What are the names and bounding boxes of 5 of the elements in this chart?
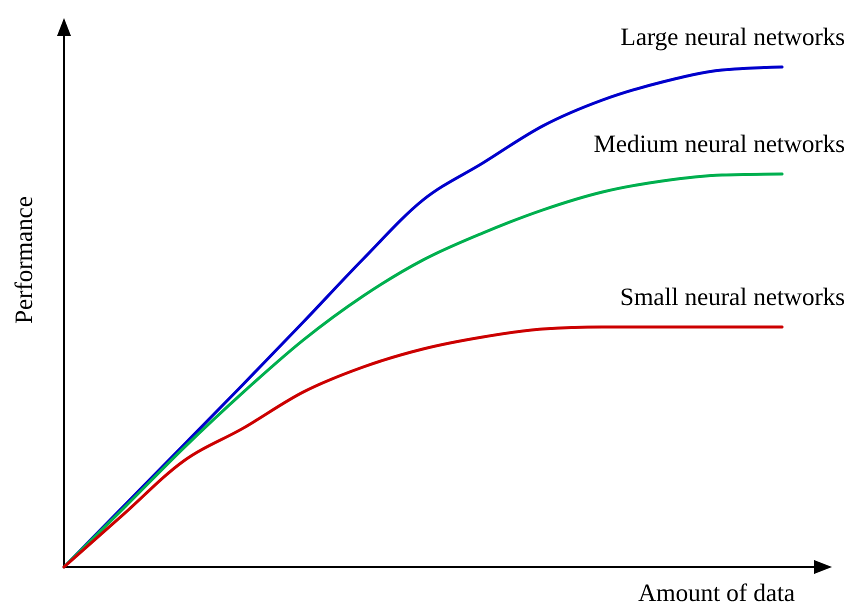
series-label: Small neural networks xyxy=(620,284,845,311)
series-label: Large neural networks xyxy=(620,24,845,51)
series-label: Medium neural networks xyxy=(594,131,845,158)
x-axis-title: Amount of data xyxy=(638,580,795,607)
y-axis-title: Performance xyxy=(11,196,38,324)
